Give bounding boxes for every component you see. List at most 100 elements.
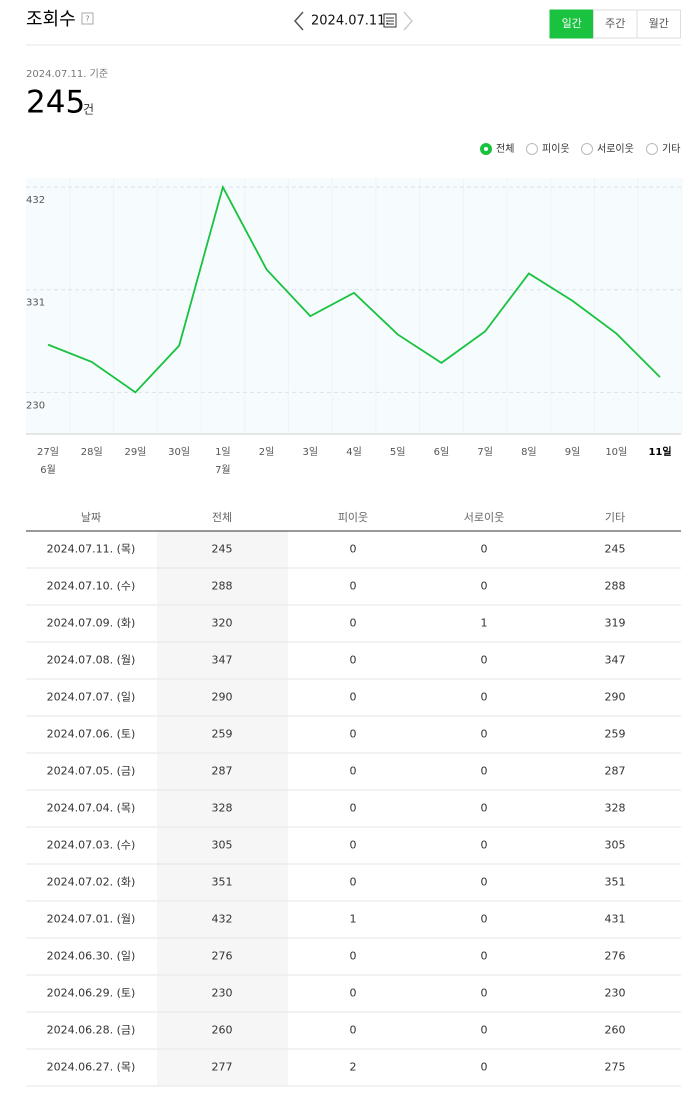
cell: 431: [605, 913, 626, 926]
radio-label[interactable]: 기타: [662, 143, 680, 155]
cell: 2024.07.11. (목): [47, 543, 136, 556]
help-box[interactable]: [81, 12, 94, 25]
cell: 320: [212, 617, 233, 630]
cell: 0: [481, 876, 488, 889]
x-tick-label: 9일: [565, 446, 581, 458]
cell: 245: [605, 543, 626, 556]
total-column-shade: [157, 531, 288, 1086]
cell: 290: [212, 691, 233, 704]
cell: 0: [481, 987, 488, 1000]
cell: 0: [350, 987, 357, 1000]
cell: 0: [350, 617, 357, 630]
radio[interactable]: [646, 143, 658, 155]
cell: 259: [212, 728, 233, 741]
cell: 260: [605, 1024, 626, 1037]
cell: 0: [350, 728, 357, 741]
cell: 0: [481, 950, 488, 963]
radio-label[interactable]: 서로이웃: [597, 143, 634, 155]
cell: 2024.06.28. (금): [47, 1024, 136, 1037]
cell: 432: [212, 913, 233, 926]
cell: 0: [481, 802, 488, 815]
x-tick-label: 28일: [81, 446, 103, 458]
line-series: [47, 184, 661, 394]
cell: 0: [481, 654, 488, 667]
radio[interactable]: [581, 143, 593, 155]
cell: 2024.07.08. (월): [47, 654, 136, 667]
x-tick-label: 4일: [346, 446, 362, 458]
cell: 305: [605, 839, 626, 852]
cell: 230: [605, 987, 626, 1000]
radio[interactable]: [526, 143, 538, 155]
y-tick-label: 432: [26, 195, 45, 206]
cell: 2024.06.30. (일): [47, 949, 136, 963]
cell: 0: [481, 543, 488, 556]
cell: 2024.06.29. (토): [47, 987, 136, 1000]
column-header: 기타: [605, 511, 625, 524]
cell: 347: [605, 654, 626, 667]
basis: 2024.07.11. 기준: [26, 68, 108, 80]
next-date[interactable]: [403, 11, 414, 31]
calendar-icon[interactable]: [383, 13, 397, 28]
cell: 2024.07.09. (화): [47, 617, 136, 630]
cell: 0: [481, 1024, 488, 1037]
cell: 351: [605, 876, 626, 889]
y-tick-label: 230: [26, 400, 45, 411]
cell: 0: [350, 1024, 357, 1037]
cell: 2024.07.04. (목): [47, 802, 136, 815]
cell: 0: [350, 691, 357, 704]
cell: 2024.06.27. (목): [47, 1061, 136, 1074]
cell: 288: [605, 580, 626, 593]
tab-label[interactable]: 주간: [605, 17, 625, 30]
radio-dot: [484, 147, 488, 151]
cell: 2024.07.02. (화): [47, 876, 136, 889]
cell: 0: [350, 839, 357, 852]
cell: 305: [212, 839, 233, 852]
radio-label[interactable]: 전체: [496, 143, 514, 155]
x-tick-label: 10일: [605, 446, 627, 458]
column-header: 날짜: [81, 511, 101, 524]
plot-background: [26, 178, 681, 434]
cell: 260: [212, 1024, 233, 1037]
x-tick-label: 11일: [648, 445, 671, 458]
cell: 276: [605, 950, 626, 963]
cell: 290: [605, 691, 626, 704]
cell: 259: [605, 728, 626, 741]
help[interactable]: ?: [85, 15, 89, 24]
cell: 0: [350, 802, 357, 815]
column-header: 피이웃: [338, 511, 368, 524]
column-header: 서로이웃: [464, 511, 504, 524]
cell: 2024.07.10. (수): [47, 580, 136, 593]
total-value: 245: [26, 85, 85, 121]
tab-label[interactable]: 일간: [562, 16, 582, 30]
cell: 0: [350, 543, 357, 556]
total-unit: 건: [83, 103, 94, 117]
tab[interactable]: [636, 9, 681, 39]
tab[interactable]: [593, 9, 638, 39]
cell: 2024.07.01. (월): [47, 913, 136, 926]
x-tick-label: 3일: [303, 446, 319, 458]
cell: 0: [350, 580, 357, 593]
cell: 0: [481, 765, 488, 778]
cell: 287: [212, 765, 233, 778]
x-tick-label: 5일: [390, 446, 406, 458]
cell: 1: [350, 913, 357, 926]
x-tick-label: 6일: [434, 446, 450, 458]
cell: 0: [481, 1061, 488, 1074]
cell: 2: [350, 1061, 357, 1074]
cell: 1: [481, 617, 488, 630]
cell: 2024.07.07. (일): [47, 690, 136, 704]
date: 2024.07.11.: [311, 14, 390, 29]
cell: 245: [212, 543, 233, 556]
cell: 230: [212, 987, 233, 1000]
x-tick-label: 2일: [259, 446, 275, 458]
radio-label[interactable]: 피이웃: [542, 143, 570, 155]
cell: 351: [212, 876, 233, 889]
prev-date[interactable]: [293, 11, 304, 31]
cell: 0: [350, 876, 357, 889]
x-tick-label: 7일: [477, 446, 493, 458]
x-tick-label: 30일: [168, 446, 190, 458]
column-header: 전체: [212, 511, 232, 524]
tab-label[interactable]: 월간: [649, 17, 669, 30]
cell: 0: [481, 691, 488, 704]
